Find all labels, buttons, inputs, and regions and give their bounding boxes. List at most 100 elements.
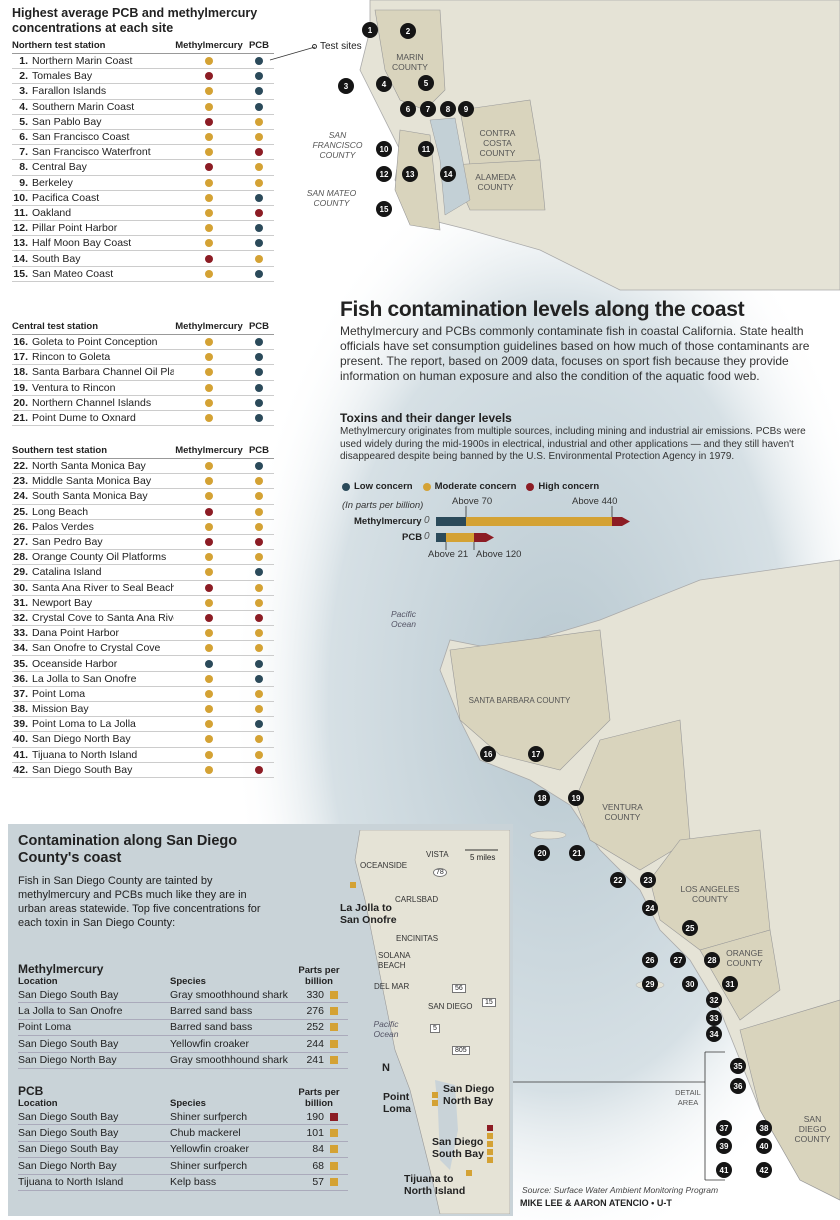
station-table: Southern test station Methylmercury PCB 22.…: [12, 443, 274, 778]
label-pacific: Pacific Ocean: [390, 609, 417, 629]
station-number: 13.: [13, 237, 28, 250]
station-row: 16. Goleta to Point Conception: [12, 335, 274, 351]
sd-location: San Diego North Bay: [18, 1159, 117, 1172]
station-number: 30.: [13, 581, 28, 594]
station-name: San Onofre to Crystal Cove: [32, 642, 161, 655]
station-name: San Mateo Coast: [32, 267, 114, 280]
station-name: Pillar Point Harbor: [32, 222, 118, 235]
route-5: 5: [430, 1024, 440, 1033]
sd-ppb-value: 244: [306, 1037, 324, 1050]
station-row: 11. Oakland: [12, 206, 274, 222]
pcb-concern-dot: [255, 522, 263, 531]
station-row: 26. Palos Verdes: [12, 520, 274, 535]
station-number: 36.: [13, 672, 28, 685]
station-row: 18. Santa Barbara Channel Oil Platform: [12, 365, 274, 381]
sd-table-row: San Diego South Bay Shiner surfperch 190: [18, 1109, 348, 1126]
station-name: Catalina Island: [32, 566, 102, 579]
methyl-concern-dot: [205, 163, 213, 172]
station-row: 28. Orange County Oil Platforms: [12, 550, 274, 566]
station-number: 25.: [13, 505, 28, 518]
label-detail: DETAIL AREA: [675, 1088, 701, 1107]
methyl-concern-dot: [205, 353, 213, 362]
station-table: Central test station Methylmercury PCB 16. G…: [12, 319, 274, 427]
station-number: 31.: [13, 596, 28, 609]
site-marker: 22: [610, 872, 626, 888]
group-label: Southern test station: [12, 445, 108, 456]
station-row: 33. Dana Point Harbor: [12, 626, 274, 642]
station-name: San Diego North Bay: [32, 733, 131, 746]
sd-solana: SOLANA BEACH: [378, 951, 411, 970]
site-marker: 1: [362, 22, 378, 38]
methyl-concern-dot: [205, 522, 213, 531]
col-location: Location: [18, 1098, 58, 1109]
sd-location: San Diego South Bay: [18, 988, 119, 1001]
col-species: Species: [170, 976, 206, 987]
site-marker: 15: [376, 201, 392, 217]
pcb-concern-dot: [255, 87, 263, 96]
sd-delmar: DEL MAR: [374, 982, 410, 991]
station-name: San Diego South Bay: [32, 763, 133, 776]
station-name: Farallon Islands: [32, 85, 107, 98]
station-number: 33.: [13, 627, 28, 640]
station-number: 27.: [13, 536, 28, 549]
left-title: Highest average PCB and methylmercury co…: [12, 6, 258, 35]
pcb-concern-dot: [255, 178, 263, 187]
methyl-concern-dot: [205, 598, 213, 607]
site-marker: 11: [418, 141, 434, 157]
label-la: LOS ANGELES COUNTY: [680, 884, 740, 904]
methyl-concern-dot: [205, 613, 213, 622]
pcb-concern-dot: [255, 720, 263, 729]
methyl-concern-dot: [205, 735, 213, 744]
station-number: 19.: [13, 381, 28, 394]
pcb-bar-label: PCB: [402, 532, 423, 543]
pcb-concern-dot: [255, 568, 263, 577]
group-label: Northern test station: [12, 40, 106, 51]
station-number: 11.: [13, 206, 28, 219]
site-marker: 14: [440, 166, 456, 182]
site-marker: 23: [640, 872, 656, 888]
concern-square: [330, 990, 338, 999]
pcb-concern-dot: [255, 224, 263, 233]
sd-location: San Diego North Bay: [18, 1054, 117, 1067]
station-number: 37.: [13, 687, 28, 700]
site-marker: 32: [706, 992, 722, 1008]
methyl-concern-dot: [205, 538, 213, 547]
pcb-concern-dot: [255, 462, 263, 471]
station-row: 17. Rincon to Goleta: [12, 350, 274, 366]
pcb-concern-dot: [255, 583, 263, 592]
station-number: 16.: [13, 336, 28, 349]
pcb-concern-dot: [255, 674, 263, 683]
sd-pacific: Pacific Ocean: [373, 1019, 399, 1039]
route-15: 15: [482, 998, 496, 1007]
site-marker: 39: [716, 1138, 732, 1154]
pcb-concern-dot: [255, 269, 263, 278]
sd-species: Barred sand bass: [170, 1005, 253, 1018]
label-ven: VENTURA COUNTY: [602, 802, 643, 822]
sd-table-caption: Methylmercury: [18, 962, 104, 976]
label-sd: SAN DIEGO COUNTY: [794, 1114, 831, 1144]
station-row: 36. La Jolla to San Onofre: [12, 672, 274, 687]
methyl-concern-dot: [205, 492, 213, 501]
methyl-concern-dot: [205, 414, 213, 423]
concern-square: [330, 1023, 338, 1032]
station-row: 27. San Pedro Bay: [12, 535, 274, 551]
concern-square: [330, 1129, 338, 1138]
station-number: 32.: [13, 611, 28, 624]
station-row: 20. Northern Channel Islands: [12, 396, 274, 411]
station-name: Northern Channel Islands: [32, 396, 152, 409]
site-marker: 18: [534, 790, 550, 806]
sd-location: La Jolla to San Onofre: [18, 1005, 123, 1018]
station-row: 6. San Francisco Coast: [12, 130, 274, 146]
headline: Fish contamination levels along the coas…: [340, 298, 745, 321]
methyl-concern-dot: [205, 178, 213, 187]
pcb-concern-dot: [255, 117, 263, 126]
group-label: Central test station: [12, 321, 99, 332]
station-number: 35.: [13, 657, 28, 670]
col-ppb: Parts per billion: [298, 1087, 340, 1109]
station-table-header: Southern test station Methylmercury PCB: [12, 443, 274, 459]
sd-ppb-value: 330: [306, 988, 324, 1001]
station-name: Central Bay: [32, 161, 87, 174]
station-row: 31. Newport Bay: [12, 596, 274, 611]
sd-carlsbad: CARLSBAD: [395, 895, 439, 904]
station-name: North Santa Monica Bay: [32, 460, 146, 473]
